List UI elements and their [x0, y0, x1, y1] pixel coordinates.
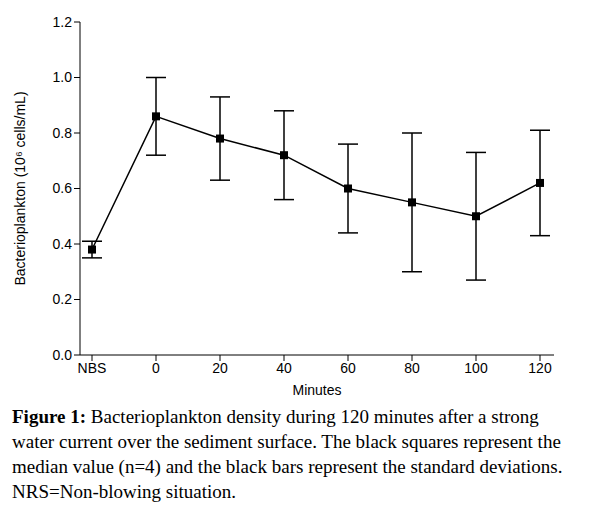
svg-text:20: 20 [212, 360, 228, 376]
svg-text:0.4: 0.4 [53, 236, 73, 252]
svg-text:NBS: NBS [78, 360, 107, 376]
svg-text:0.6: 0.6 [53, 180, 73, 196]
svg-text:80: 80 [404, 360, 420, 376]
svg-text:120: 120 [528, 360, 552, 376]
svg-text:40: 40 [276, 360, 292, 376]
svg-text:Bacterioplankton (10⁶ cells/mL: Bacterioplankton (10⁶ cells/mL) [12, 91, 28, 285]
svg-text:1.2: 1.2 [53, 14, 73, 30]
svg-text:Minutes: Minutes [292, 382, 341, 398]
svg-text:0.2: 0.2 [53, 291, 73, 307]
svg-text:0.8: 0.8 [53, 125, 73, 141]
svg-text:0: 0 [152, 360, 160, 376]
svg-text:60: 60 [340, 360, 356, 376]
html-text:Figure 1: Bacterioplankton den: Figure 1: Bacterioplankton density durin… [12, 406, 563, 502]
svg-text:1.0: 1.0 [53, 69, 73, 85]
svg-text:0.0: 0.0 [53, 347, 73, 363]
svg-text:100: 100 [464, 360, 488, 376]
